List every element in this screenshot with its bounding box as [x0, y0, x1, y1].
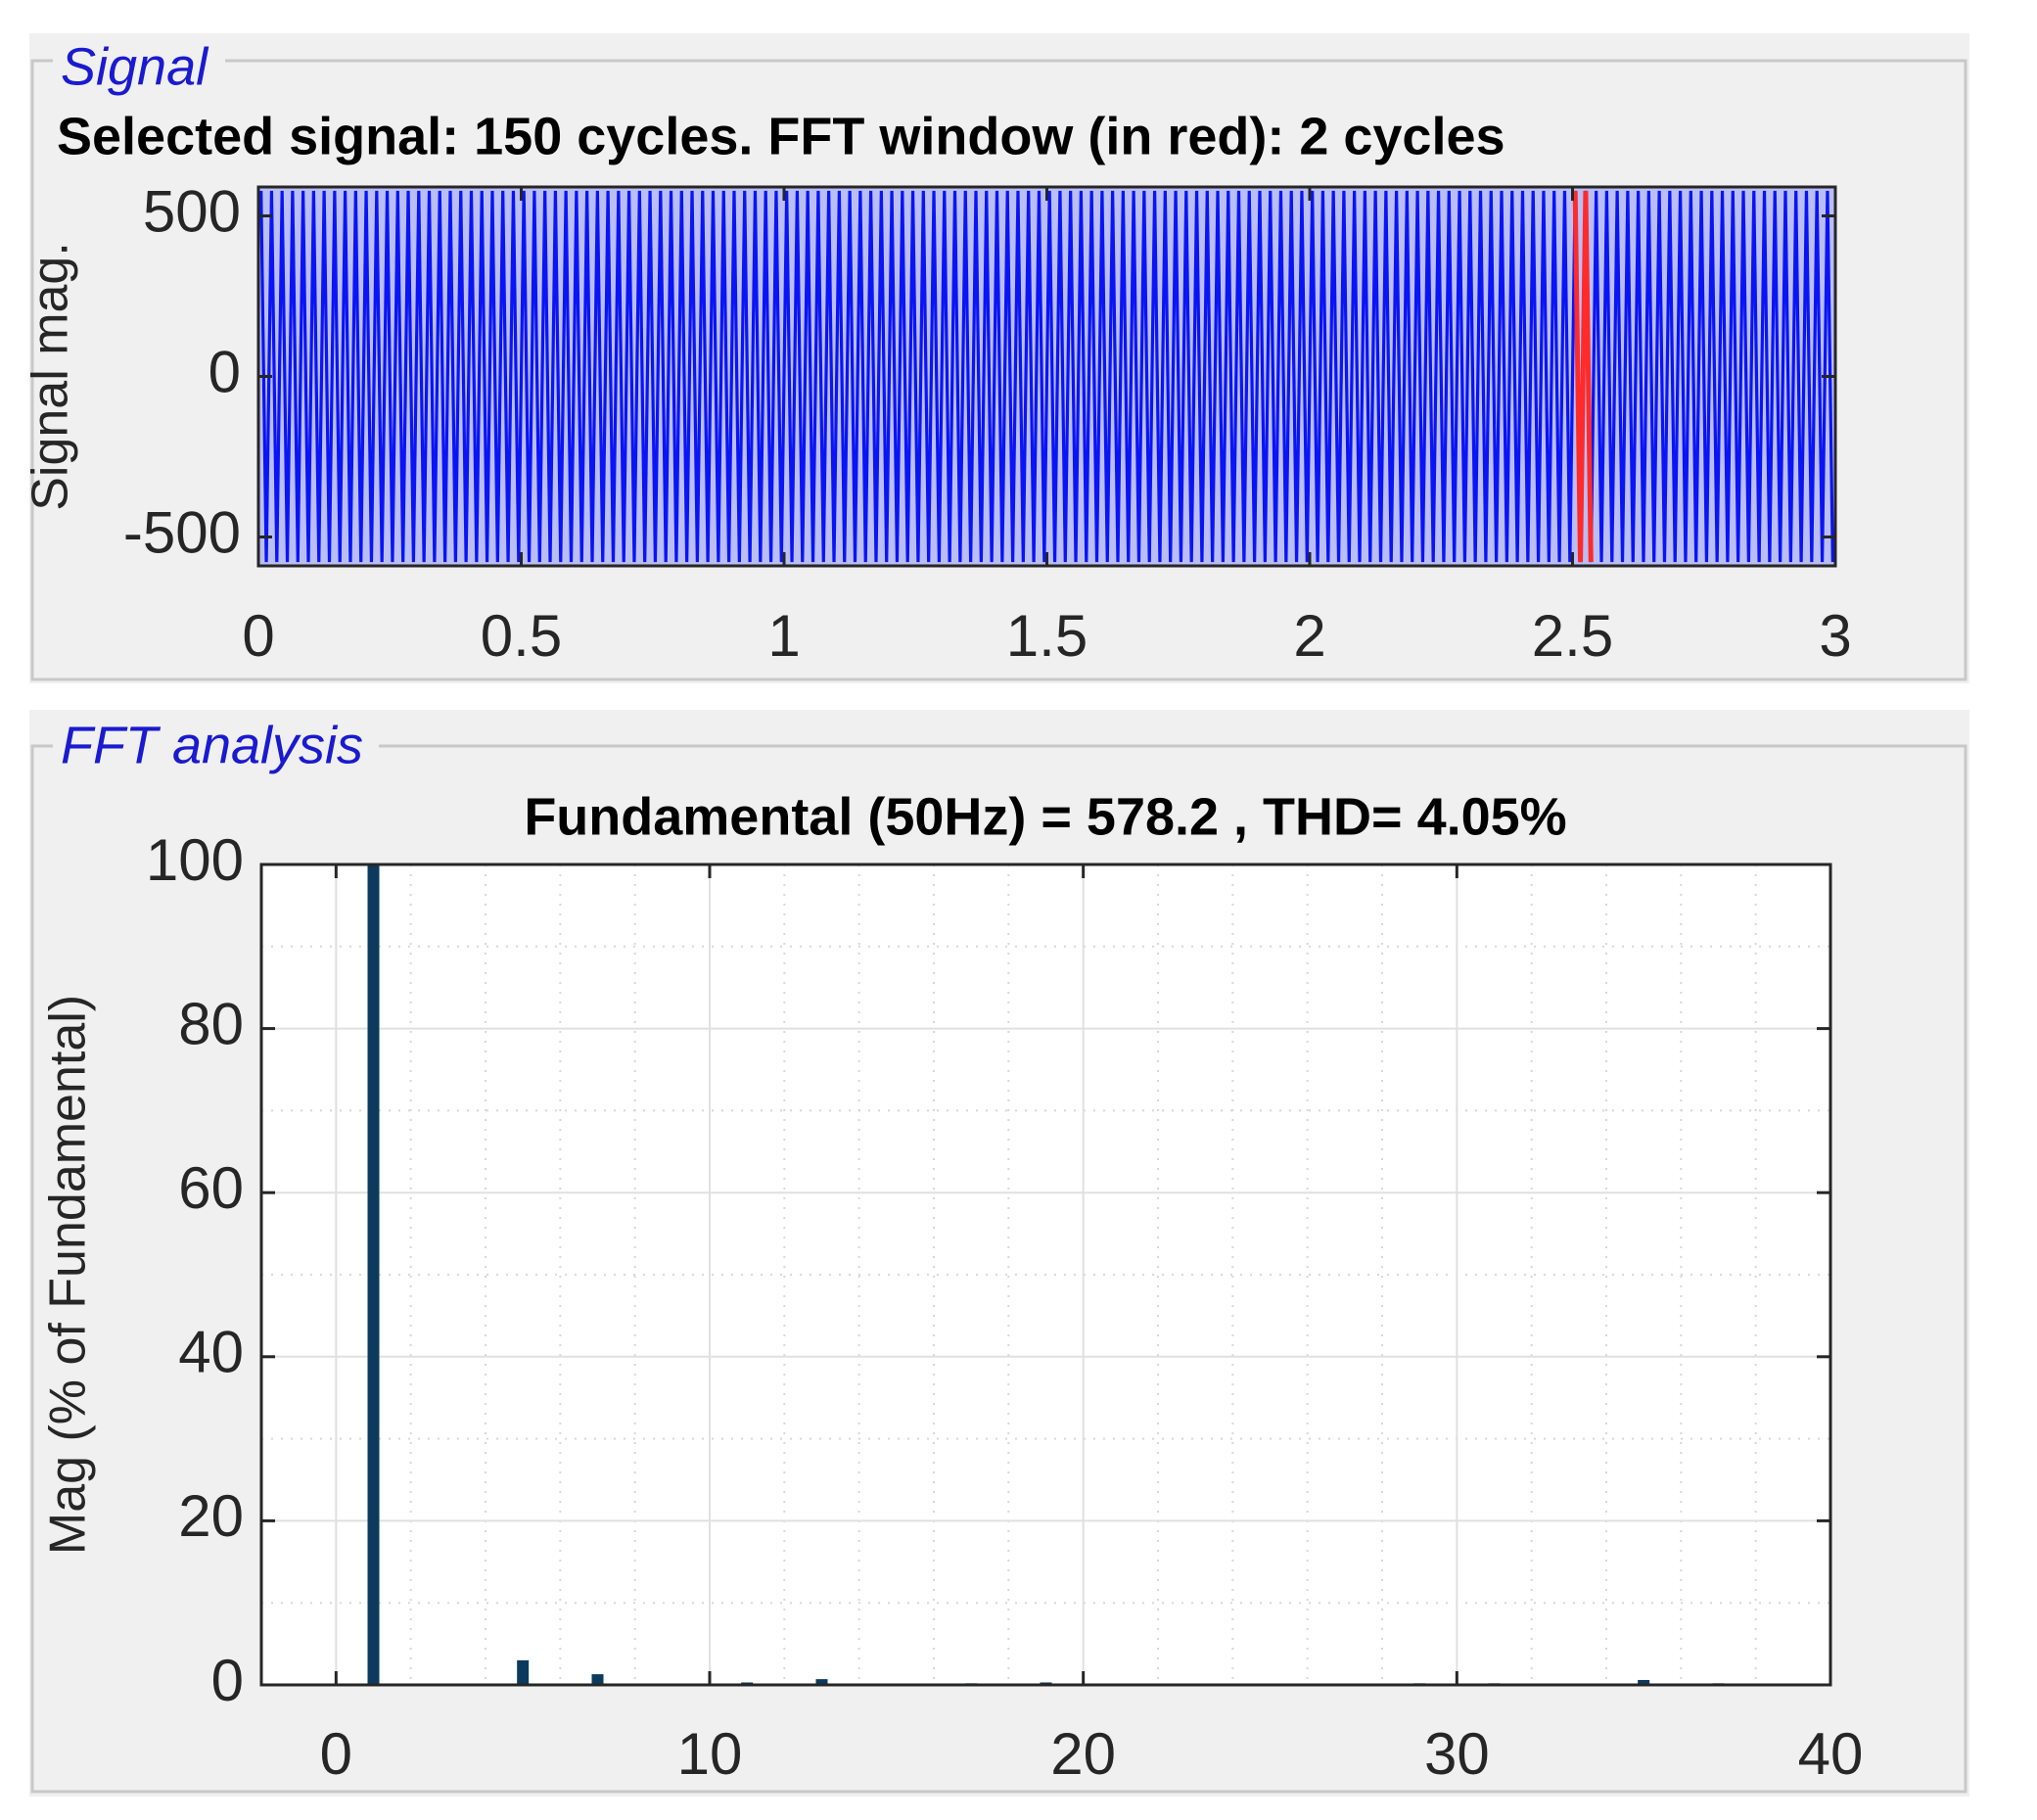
y-axis-label: Mag (% of Fundamental)	[40, 995, 97, 1555]
x-tick-label: 2	[1293, 603, 1325, 669]
plot-frame	[259, 863, 1832, 1687]
panel-title: Signal	[61, 37, 209, 96]
x-tick-label: 1.5	[1006, 603, 1088, 669]
y-tick-label: 40	[178, 1320, 244, 1385]
y-tick-label: 80	[178, 991, 244, 1056]
panel-title: FFT analysis	[61, 716, 363, 774]
x-tick-label: 0.5	[481, 603, 562, 669]
y-axis-label: Signal mag.	[23, 242, 79, 511]
x-tick-label: 40	[1798, 1721, 1864, 1787]
chart-title: Fundamental (50Hz) = 578.2 , THD= 4.05%	[524, 787, 1566, 846]
y-tick-label: 20	[178, 1483, 244, 1549]
bar	[591, 1674, 604, 1685]
panel-frame	[30, 59, 1968, 681]
x-tick-label: 1	[767, 603, 800, 669]
y-tick-label: 0	[211, 1648, 244, 1713]
x-tick-label: 20	[1050, 1721, 1116, 1787]
bar	[517, 1659, 530, 1685]
panel-frame	[30, 744, 1968, 1794]
panel-title-background	[53, 716, 380, 775]
x-tick-label: 0	[242, 603, 274, 669]
y-tick-label: -500	[123, 499, 241, 565]
x-tick-label: 10	[677, 1721, 743, 1787]
bar	[1638, 1679, 1650, 1685]
x-tick-label: 30	[1424, 1721, 1490, 1787]
signal-line	[1572, 190, 1594, 563]
panel-title-background	[53, 37, 226, 97]
y-tick-label: 60	[178, 1155, 244, 1221]
chart-title: Selected signal: 150 cycles. FFT window …	[57, 107, 1505, 165]
x-tick-label: 0	[320, 1721, 352, 1787]
signal-line	[259, 190, 1834, 563]
y-tick-label: 100	[146, 827, 244, 893]
y-tick-label: 500	[143, 178, 241, 244]
bar	[815, 1679, 828, 1685]
x-tick-label: 2.5	[1532, 603, 1613, 669]
y-tick-label: 0	[208, 339, 241, 404]
x-tick-label: 3	[1819, 603, 1851, 669]
bar	[367, 864, 380, 1685]
